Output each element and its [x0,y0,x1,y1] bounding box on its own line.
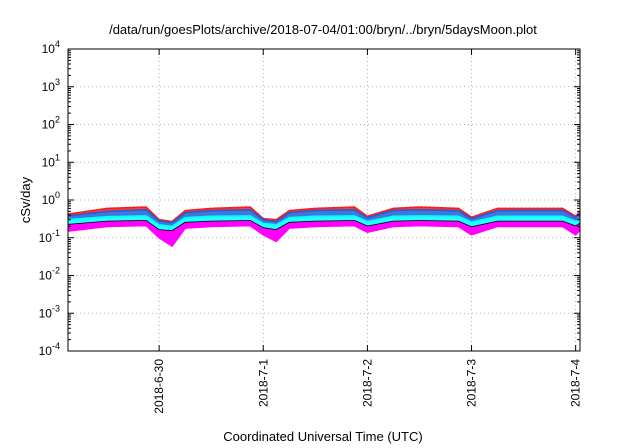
x-ticks: 2018-6-30 2018-7-1 2018-7-2 2018-7-3 2018-7-… [152,49,583,414]
y-axis-label: cSv/day [18,176,33,223]
y-tick-label: 103 [42,77,60,94]
grid [68,49,580,351]
series-group [67,206,581,248]
y-tick-label: 101 [42,152,60,169]
y-tick-label: 10-2 [39,266,60,283]
series-band [68,220,580,247]
series-band [68,207,580,223]
series-line [67,208,581,224]
series-line [67,224,581,248]
y-tick-label: 102 [42,115,60,132]
x-tick-label: 2018-7-2 [360,359,374,407]
x-axis-label: Coordinated Universal Time (UTC) [223,429,422,444]
chart-title: /data/run/goesPlots/archive/2018-07-04/0… [109,22,537,37]
series-band [68,215,580,232]
y-tick-label: 10-1 [39,228,60,245]
series-band [68,209,580,227]
x-tick-label: 2018-7-1 [256,359,270,407]
y-tick-label: 104 [42,39,60,56]
y-ticks: 104 103 102 101 100 10-1 10-2 10-3 10-4 [39,39,580,358]
x-tick-label: 2018-6-30 [152,359,166,414]
y-tick-label: 10-4 [39,341,60,358]
x-tick-label: 2018-7-4 [569,359,583,407]
series-line [67,215,581,228]
y-tick-label: 100 [42,190,60,207]
series-line [67,206,581,223]
y-tick-label: 10-3 [39,303,60,320]
x-tick-label: 2018-7-3 [465,359,479,407]
